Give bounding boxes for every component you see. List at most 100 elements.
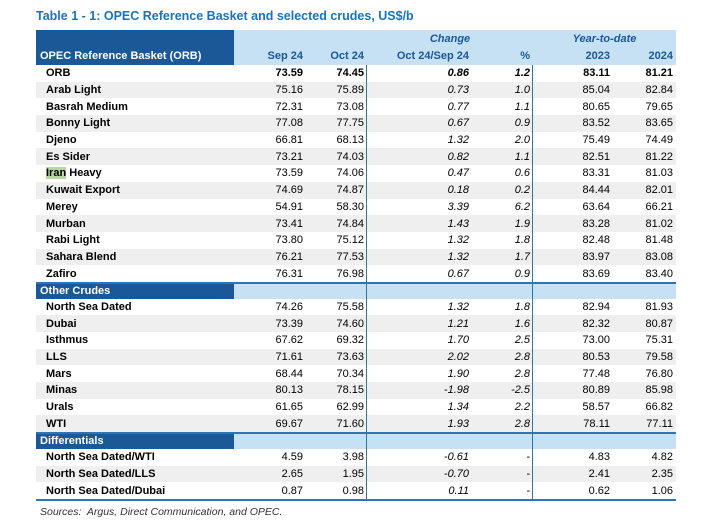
cell-ytd-2024: 74.49 — [645, 134, 673, 147]
cell-change-abs: 0.67 — [447, 267, 469, 280]
cell-ytd-2023: 63.64 — [582, 200, 610, 213]
cell-change-pct: 0.2 — [514, 184, 530, 197]
cell-change-abs: 1.43 — [447, 217, 469, 230]
cell-ytd-2023: 82.32 — [582, 317, 610, 330]
row-north-sea-dated-wti: North Sea Dated/WTI 4.59 3.98 -0.61 - 4.83 4.8… — [36, 449, 676, 466]
sources-note: Sources: Argus, Direct Communication, an… — [40, 506, 283, 518]
section-header-label: Other Crudes — [36, 283, 234, 299]
cell-ytd-2023: 78.11 — [583, 417, 610, 430]
cell-ytd-2023: 84.44 — [582, 184, 610, 197]
cell-oct24: 75.12 — [336, 234, 364, 247]
cell-change-pct: 1.2 — [514, 67, 530, 80]
cell-sep24: 71.61 — [275, 351, 303, 364]
row-north-sea-dated-dubai: North Sea Dated/Dubai 0.87 0.98 0.11 - 0.62 1.… — [36, 482, 676, 499]
cell-change-pct: 0.6 — [514, 167, 530, 180]
cell-oct24: 75.58 — [336, 300, 364, 313]
cell-ytd-2023: 73.00 — [582, 334, 610, 347]
cell-sep24: 2.65 — [281, 467, 303, 480]
cell-oct24: 1.95 — [342, 467, 364, 480]
crude-name: LLS — [46, 351, 67, 364]
column-header-oct24: Oct 24 — [330, 50, 364, 62]
cell-ytd-2024: 81.22 — [645, 150, 673, 163]
cell-ytd-2024: 81.03 — [645, 167, 673, 180]
crude-name: Kuwait Export — [46, 184, 120, 197]
cell-sep24: 66.81 — [275, 134, 303, 147]
row-kuwait-export: Kuwait Export 74.69 74.87 0.18 0.2 84.44 82.01 — [36, 181, 676, 199]
cell-ytd-2024: 83.40 — [645, 267, 673, 280]
section-header-fill — [234, 283, 676, 299]
cell-oct24: 62.99 — [336, 401, 364, 414]
row-lls: LLS 71.61 73.63 2.02 2.8 80.53 79.58 — [36, 348, 676, 366]
cell-ytd-2023: 83.28 — [582, 217, 610, 230]
cell-change-abs: 1.34 — [447, 401, 469, 414]
cell-change-pct: 1.1 — [514, 150, 530, 163]
cell-sep24: 74.26 — [275, 300, 303, 313]
table-body: ORB 73.59 74.45 0.86 1.2 83.11 81.21 Arab Light… — [36, 65, 676, 501]
cell-oct24: 75.89 — [336, 84, 364, 97]
cell-change-pct: 1.8 — [514, 234, 530, 247]
row-minas: Minas 80.13 78.15 -1.98 -2.5 80.89 85.98 — [36, 382, 676, 399]
cell-change-abs: -0.70 — [443, 467, 469, 480]
cell-oct24: 70.34 — [336, 367, 364, 380]
cell-oct24: 74.03 — [336, 150, 364, 163]
crude-name: Sahara Blend — [46, 250, 117, 263]
cell-ytd-2023: 85.04 — [582, 84, 610, 97]
cell-ytd-2024: 2.35 — [651, 467, 673, 480]
cell-sep24: 75.16 — [275, 84, 303, 97]
crude-name: Minas — [46, 384, 78, 397]
column-header-change-pct: % — [520, 50, 530, 62]
cell-ytd-2024: 81.21 — [645, 67, 673, 80]
cell-oct24: 71.60 — [336, 417, 364, 430]
row-isthmus: Isthmus 67.62 69.32 1.70 2.5 73.00 75.31 — [36, 332, 676, 349]
crude-name: WTI — [46, 417, 67, 430]
cell-ytd-2023: 83.52 — [582, 117, 610, 130]
cell-ytd-2023: 80.53 — [582, 351, 610, 364]
cell-sep24: 4.59 — [281, 451, 303, 464]
cell-change-abs: 0.86 — [447, 67, 469, 80]
row-north-sea-dated: North Sea Dated 74.26 75.58 1.32 1.8 82.94 81.… — [36, 299, 676, 316]
header-group-year-to-date: Year-to-date — [572, 32, 637, 45]
cell-oct24: 77.75 — [336, 117, 364, 130]
cell-change-abs: 1.93 — [447, 417, 469, 430]
crude-name: North Sea Dated/Dubai — [46, 484, 166, 497]
cell-change-abs: 0.73 — [447, 84, 469, 97]
crude-name: Arab Light — [46, 84, 101, 97]
row-dubai: Dubai 73.39 74.60 1.21 1.6 82.32 80.87 — [36, 315, 676, 332]
cell-change-pct: 1.0 — [514, 84, 530, 97]
cell-sep24: 74.69 — [275, 184, 303, 197]
header-group-change: Change — [429, 32, 471, 45]
cell-ytd-2024: 82.84 — [645, 84, 673, 97]
cell-ytd-2024: 76.80 — [645, 367, 673, 380]
section-header-other-crudes: Other Crudes — [36, 281, 676, 299]
row-wti: WTI 69.67 71.60 1.93 2.8 78.11 77.11 — [36, 415, 676, 433]
cell-ytd-2024: 81.48 — [645, 234, 673, 247]
cell-change-pct: 1.7 — [514, 250, 530, 263]
row-murban: Murban 73.41 74.84 1.43 1.9 83.28 81.02 — [36, 215, 676, 232]
cell-change-pct: 6.2 — [514, 200, 530, 213]
cell-oct24: 74.84 — [336, 217, 364, 230]
cell-sep24: 54.91 — [275, 200, 303, 213]
cell-sep24: 0.87 — [281, 484, 303, 497]
cell-change-abs: 0.18 — [447, 184, 469, 197]
cell-change-abs: 1.32 — [447, 134, 469, 147]
cell-change-pct: 0.9 — [514, 267, 530, 280]
cell-sep24: 73.41 — [275, 217, 303, 230]
header-column-row: Sep 24 Oct 24 Oct 24/Sep 24% 2023 2024 — [234, 47, 676, 65]
cell-change-pct: 1.1 — [514, 100, 530, 113]
cell-oct24: 76.98 — [336, 267, 364, 280]
crude-name: Rabi Light — [46, 234, 100, 247]
cell-change-pct: 2.2 — [514, 401, 530, 414]
cell-ytd-2023: 83.11 — [583, 67, 610, 80]
cell-ytd-2024: 66.21 — [645, 200, 673, 213]
opec-reference-basket-table: OPEC Reference Basket (ORB) Change Year-… — [36, 30, 676, 501]
crude-name: North Sea Dated/LLS — [46, 467, 156, 480]
column-header-ytd-2023: 2023 — [585, 50, 610, 62]
crude-name: Bonny Light — [46, 117, 111, 130]
section-header-fill — [234, 434, 676, 449]
row-es-sider: Es Sider 73.21 74.03 0.82 1.1 82.51 81.22 — [36, 148, 676, 166]
cell-sep24: 73.59 — [275, 67, 303, 80]
cell-ytd-2024: 66.82 — [645, 401, 673, 414]
cell-oct24: 74.87 — [336, 184, 364, 197]
cell-change-abs: 3.39 — [447, 200, 469, 213]
crude-name: Es Sider — [46, 150, 91, 163]
